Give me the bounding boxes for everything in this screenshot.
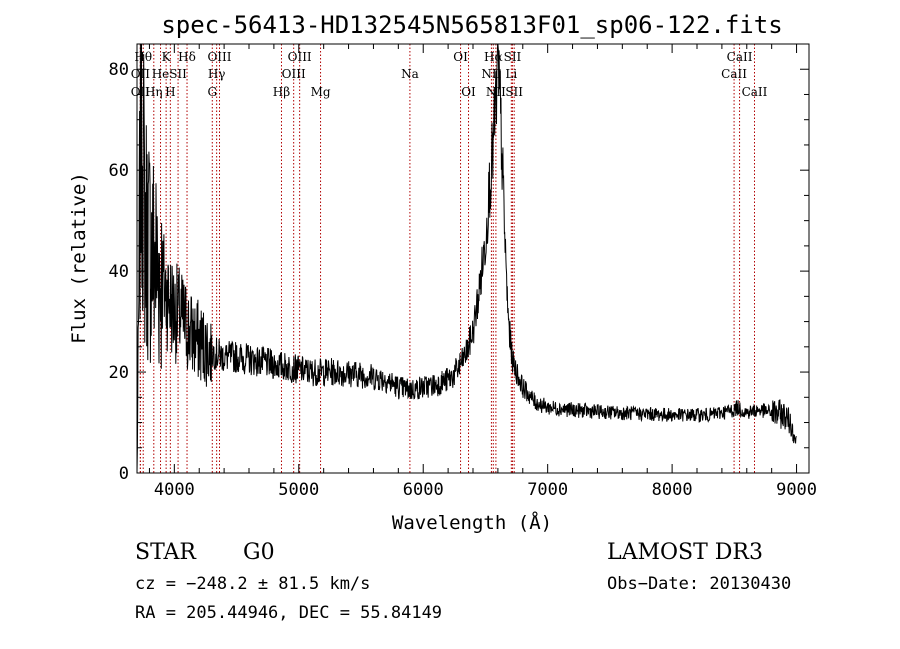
y-axis-label: Flux (relative) <box>68 172 90 344</box>
x-tick-label-9000: 9000 <box>776 480 817 500</box>
axis-ticks: 4000 5000 6000 7000 8000 9000 0 20 40 60 80 <box>109 43 817 500</box>
line-label-hδ-8: Hδ <box>178 50 196 64</box>
x-tick-label-8000: 8000 <box>652 480 693 500</box>
spectrum-line <box>136 43 797 474</box>
line-label-sii-6: SII <box>169 67 187 81</box>
observation-date: Obs−Date: 20130430 <box>607 574 792 594</box>
spectrum-trace <box>136 43 797 474</box>
line-label-nii-21: NII <box>486 85 506 99</box>
x-tick-label-5000: 5000 <box>278 480 319 500</box>
y-tick-label-20: 20 <box>109 363 129 383</box>
y-tick-label-0: 0 <box>119 464 129 484</box>
line-label-he-4: He <box>152 67 170 81</box>
x-tick-label-6000: 6000 <box>403 480 444 500</box>
x-axis-label: Wavelength (Å) <box>392 511 552 534</box>
survey-name: LAMOST DR3 <box>607 540 763 565</box>
x-tick-label-4000: 4000 <box>154 480 195 500</box>
line-label-oiii-13: OIII <box>282 67 306 81</box>
line-label-sii-24: SII <box>505 85 523 99</box>
object-class: STAR <box>135 540 196 565</box>
x-tick-label-7000: 7000 <box>527 480 568 500</box>
line-label-sii-22: SII <box>504 50 522 64</box>
line-label-oiii-14: OIII <box>288 50 312 64</box>
plot-frame <box>136 43 810 474</box>
line-label-mg-15: Mg <box>311 85 331 99</box>
line-label-oi-17: OI <box>453 50 468 64</box>
line-label-hη-3: Hη <box>145 85 163 99</box>
redshift-velocity: cz = −248.2 ± 81.5 km/s <box>135 574 371 594</box>
line-label-li-23: Li <box>505 67 517 81</box>
line-label-oiii-10: OIII <box>207 50 231 64</box>
line-label-hβ-12: Hβ <box>273 85 290 99</box>
y-tick-label-40: 40 <box>109 262 129 282</box>
line-label-na-16: Na <box>401 67 419 81</box>
line-label-k-5: K <box>162 50 172 64</box>
line-label-g-11: G <box>207 85 217 99</box>
line-label-oii-1: OII <box>131 67 151 81</box>
line-label-hα-19: Hα <box>484 50 503 64</box>
line-label-caii-26: CaII <box>721 67 747 81</box>
line-label-caii-25: CaII <box>727 50 753 64</box>
y-tick-label-80: 80 <box>109 60 129 80</box>
chart-title: spec-56413-HD132545N565813F01_sp06-122.f… <box>161 11 782 39</box>
line-label-h-7: H <box>165 85 175 99</box>
coordinates: RA = 205.44946, DEC = 55.84149 <box>135 603 443 623</box>
spectral-line-labels: OII OII Hθ Hη He K SII H Hδ Hγ OIII G Hβ OIII OIII Mg Na… <box>131 50 768 99</box>
spectral-line-markers <box>139 44 755 473</box>
line-label-oi-18: OI <box>461 85 476 99</box>
line-label-caii-27: CaII <box>742 85 768 99</box>
line-label-oii-0: OII <box>131 85 151 99</box>
line-label-hθ-2: Hθ <box>134 50 152 64</box>
line-label-hγ-9: Hγ <box>208 67 226 81</box>
line-label-nii-20: NII <box>481 67 501 81</box>
object-subclass: G0 <box>243 540 275 565</box>
y-tick-label-60: 60 <box>109 161 129 181</box>
